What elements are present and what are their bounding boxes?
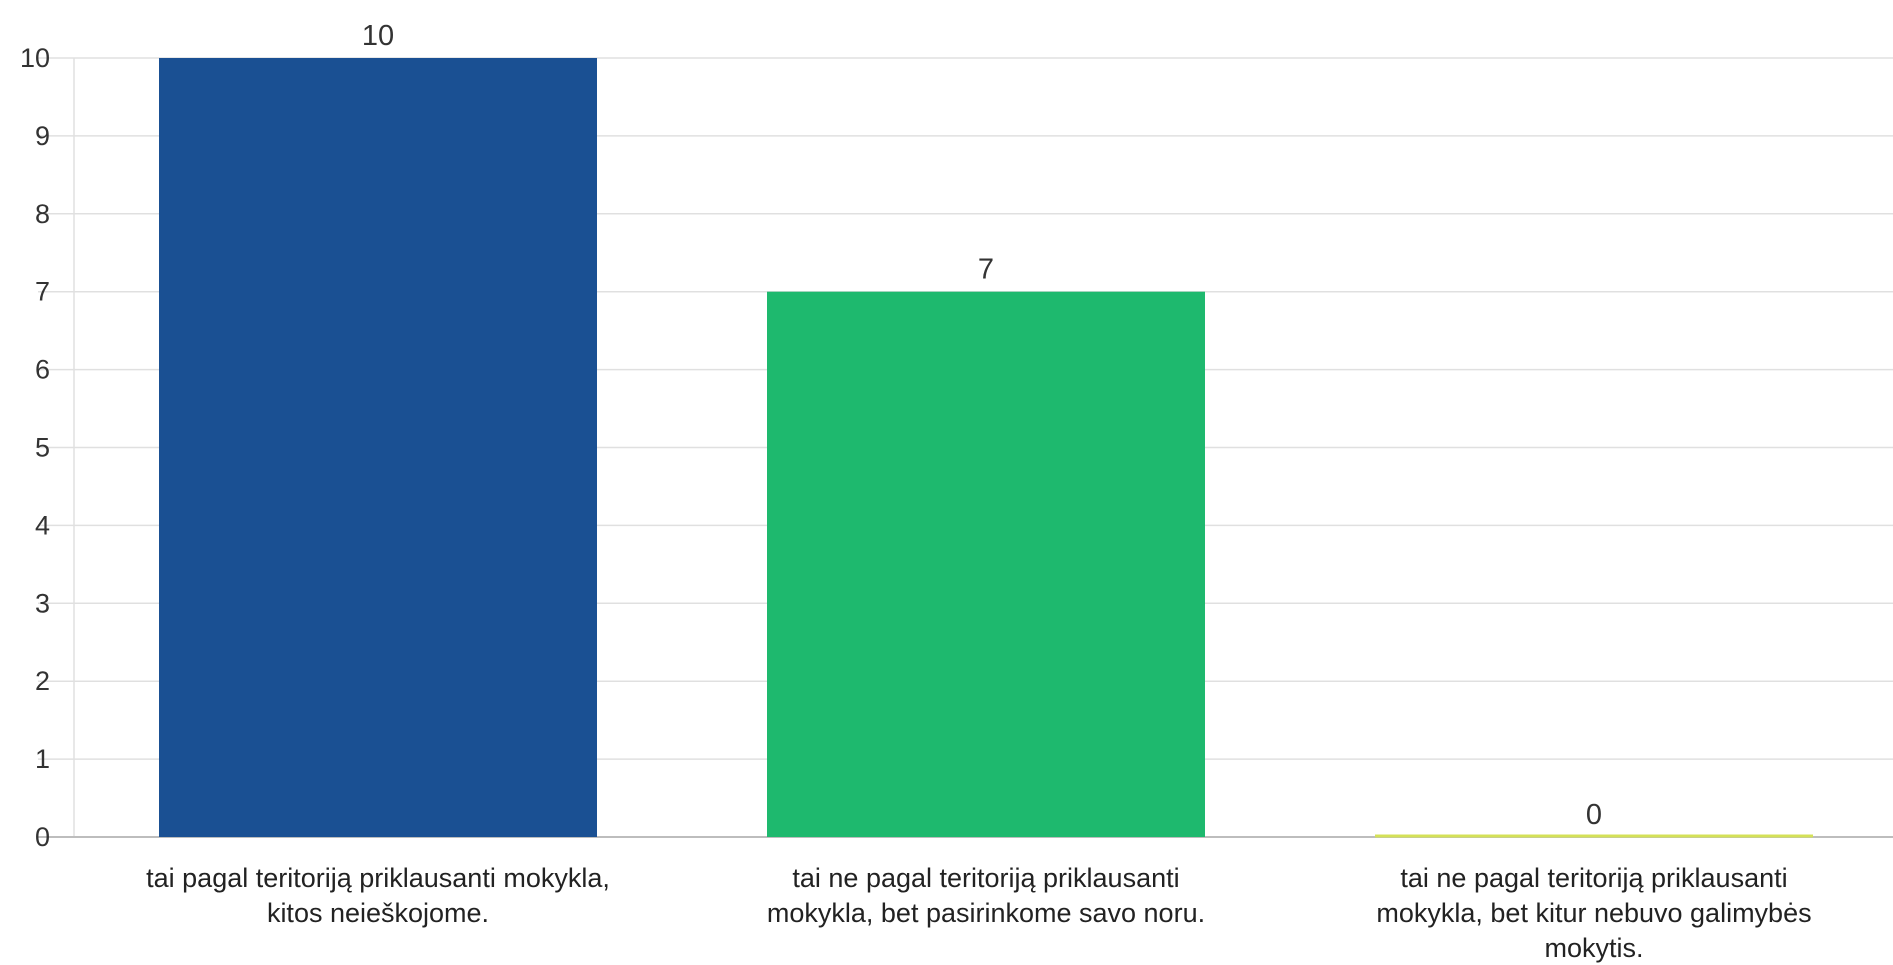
y-tick-label: 3 bbox=[35, 588, 50, 618]
x-tick-label-line: tai pagal teritoriją priklausanti mokykl… bbox=[146, 863, 610, 893]
x-tick-label-line: kitos neieškojome. bbox=[267, 898, 489, 928]
y-tick-label: 7 bbox=[35, 277, 50, 307]
y-tick-label: 4 bbox=[35, 510, 50, 540]
data-label: 7 bbox=[978, 254, 994, 286]
data-label: 10 bbox=[362, 20, 394, 52]
x-tick-label-line: mokykla, bet kitur nebuvo galimybės bbox=[1376, 898, 1811, 928]
bar[interactable] bbox=[159, 58, 597, 837]
x-tick-label-line: mokykla, bet pasirinkome savo noru. bbox=[767, 898, 1205, 928]
x-tick-label-line: tai ne pagal teritoriją priklausanti bbox=[1400, 863, 1787, 893]
y-tick-label: 8 bbox=[35, 199, 50, 229]
bar[interactable] bbox=[767, 291, 1205, 837]
x-tick-label-line: tai ne pagal teritoriją priklausanti bbox=[792, 863, 1179, 893]
y-tick-label: 6 bbox=[35, 355, 50, 385]
y-tick-label: 0 bbox=[35, 822, 50, 852]
data-label: 0 bbox=[1586, 799, 1602, 831]
y-tick-label: 9 bbox=[35, 121, 50, 151]
x-tick-label: tai pagal teritoriją priklausanti mokykl… bbox=[146, 863, 610, 928]
bars-layer bbox=[159, 58, 1813, 838]
y-tick-label: 2 bbox=[35, 666, 50, 696]
y-tick-label: 5 bbox=[35, 433, 50, 463]
x-tick-label-line: mokytis. bbox=[1544, 933, 1643, 963]
y-tick-label: 10 bbox=[20, 43, 50, 73]
y-tick-label: 1 bbox=[35, 744, 50, 774]
x-tick-label: tai ne pagal teritoriją priklausanti moky… bbox=[767, 863, 1205, 928]
x-tick-label: tai ne pagal teritoriją priklausanti moky… bbox=[1376, 863, 1811, 963]
labels-layer: 0 1 2 3 4 5 6 7 8 9 10 10 tai pagal teritoriją prikl… bbox=[20, 20, 1812, 963]
